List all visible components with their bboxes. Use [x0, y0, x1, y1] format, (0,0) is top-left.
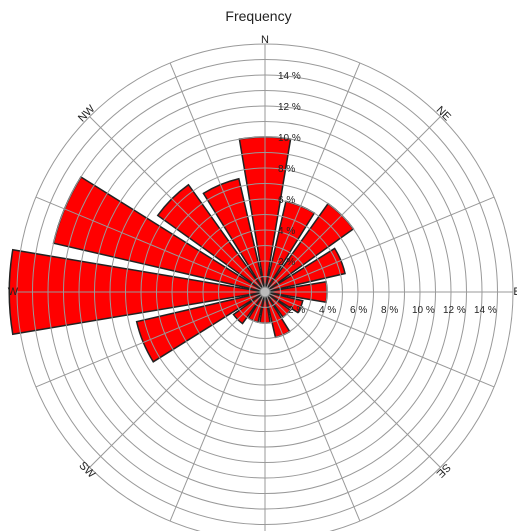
- tick-label-east-6: 14 %: [474, 305, 497, 316]
- tick-label-north-6: 14 %: [278, 71, 301, 82]
- tick-label-east-4: 10 %: [412, 305, 435, 316]
- grid-spoke-7: [264, 291, 361, 522]
- direction-label-e: E: [513, 286, 517, 298]
- tick-label-east-3: 8 %: [381, 305, 398, 316]
- grid-spoke-3: [264, 196, 495, 293]
- direction-label-w: W: [8, 286, 19, 298]
- direction-label-n: N: [261, 34, 269, 46]
- tick-label-north-5: 12 %: [278, 102, 301, 113]
- grid-spoke-1: [264, 62, 361, 293]
- tick-label-north-4: 10 %: [278, 133, 301, 144]
- tick-label-north-3: 8 %: [278, 164, 295, 175]
- grid-spoke-2: [264, 116, 441, 293]
- tick-label-east-0: 2 %: [288, 305, 305, 316]
- grid-spoke-14: [89, 116, 266, 293]
- center-hub: [259, 286, 271, 298]
- grid-spoke-11: [35, 291, 266, 388]
- grid-spoke-13: [35, 196, 266, 293]
- grid-layer: [16, 43, 514, 531]
- tick-label-north-1: 4 %: [278, 226, 295, 237]
- tick-label-east-1: 4 %: [319, 305, 336, 316]
- chart-title: Frequency: [225, 8, 292, 24]
- tick-label-east-2: 6 %: [350, 305, 367, 316]
- tick-label-north-2: 6 %: [278, 195, 295, 206]
- tick-label-east-5: 12 %: [443, 305, 466, 316]
- grid-spoke-5: [264, 291, 495, 388]
- tick-label-north-0: 2 %: [278, 257, 295, 268]
- grid-spoke-10: [89, 291, 266, 468]
- grid-spoke-9: [169, 291, 266, 522]
- grid-spoke-15: [169, 62, 266, 293]
- grid-spoke-6: [264, 291, 441, 468]
